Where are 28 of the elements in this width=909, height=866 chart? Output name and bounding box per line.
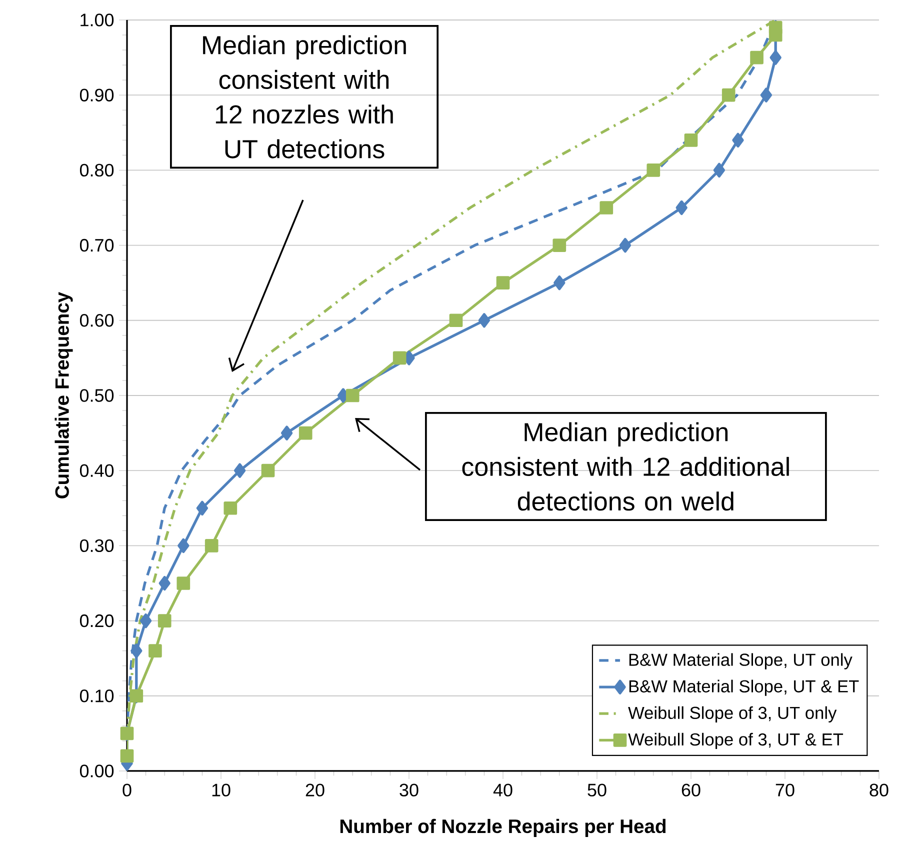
y-tick-label: 1.00: [80, 14, 114, 26]
x-tick-label: 10: [212, 784, 230, 796]
x-tick-label: 0: [122, 784, 132, 796]
annotation: Median prediction consistent with 12 additional detections on weld: [462, 422, 789, 511]
x-tick-label: 60: [682, 784, 700, 796]
legend-label: Weibull Slope of 3, UT only: [628, 706, 837, 722]
y-tick-label: 0.00: [80, 764, 114, 778]
x-axis-title: Number of Nozzle Repairs per Head: [340, 818, 666, 837]
x-tick-label: 20: [306, 784, 324, 796]
y-tick-label: 0.50: [80, 389, 114, 402]
legend-label: Weibull Slope of 3, UT & ET: [628, 732, 844, 750]
y-tick-label: 0.10: [80, 690, 114, 702]
x-tick-label: 40: [493, 784, 512, 796]
y-tick-label: 0.60: [80, 314, 114, 327]
y-tick-label: 0.40: [80, 464, 114, 477]
y-tick-label: 0.30: [80, 539, 114, 552]
legend-label: B&W Material Slope, UT only: [629, 653, 852, 670]
y-tick-label: 0.70: [80, 238, 114, 252]
annotation: Median prediction consistent with 12 nozzles with UT detections: [203, 35, 406, 158]
x-tick-label: 30: [400, 784, 418, 796]
y-tick-label: 0.80: [80, 164, 114, 177]
legend-label: B&W Material Slope, UT & ET: [629, 680, 859, 696]
y-tick-label: 0.90: [80, 88, 114, 102]
x-tick-label: 70: [776, 784, 794, 796]
y-tick-label: 0.20: [80, 614, 114, 628]
x-tick-label: 80: [870, 784, 888, 796]
y-axis-title: Cumulative Frequency: [54, 292, 73, 498]
x-tick-label: 50: [588, 784, 606, 796]
